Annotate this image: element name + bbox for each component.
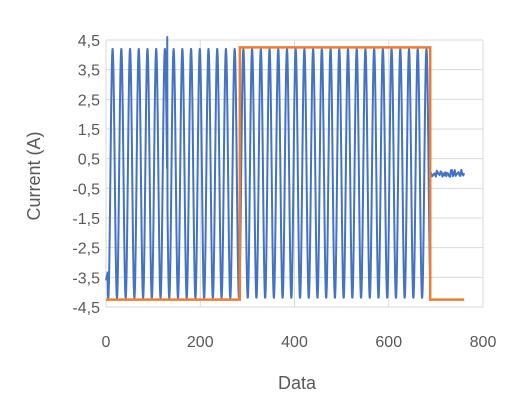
y-tick-label-7: -2,5 [72,241,100,258]
x-tick-label-0: 0 [102,334,111,351]
x-tick-label-1: 200 [187,334,214,351]
series-blue-line [105,36,466,299]
tick-labels: 4,5 3,5 2,5 1,5 0,5 -0,5 -1,5 -2,5 -3,5 -4,50 200 4… [72,33,496,351]
x-axis-title: Data [278,373,317,393]
x-tick-label-2: 400 [281,334,308,351]
y-tick-label-1: 3,5 [78,63,100,80]
series-orange-line [106,46,465,301]
series-layer [105,36,466,301]
y-tick-label-4: 0,5 [78,152,100,169]
y-tick-label-3: 1,5 [78,122,100,139]
x-tick-label-4: 800 [470,334,497,351]
y-tick-label-8: -3,5 [72,270,100,287]
y-tick-label-9: -4,5 [72,300,100,317]
y-tick-label-2: 2,5 [78,92,100,109]
y-tick-label-5: -0,5 [72,181,100,198]
y-axis-title: Current (A) [24,131,44,220]
y-tick-label-0: 4,5 [78,33,100,50]
x-tick-label-3: 600 [375,334,402,351]
y-tick-label-6: -1,5 [72,211,100,228]
